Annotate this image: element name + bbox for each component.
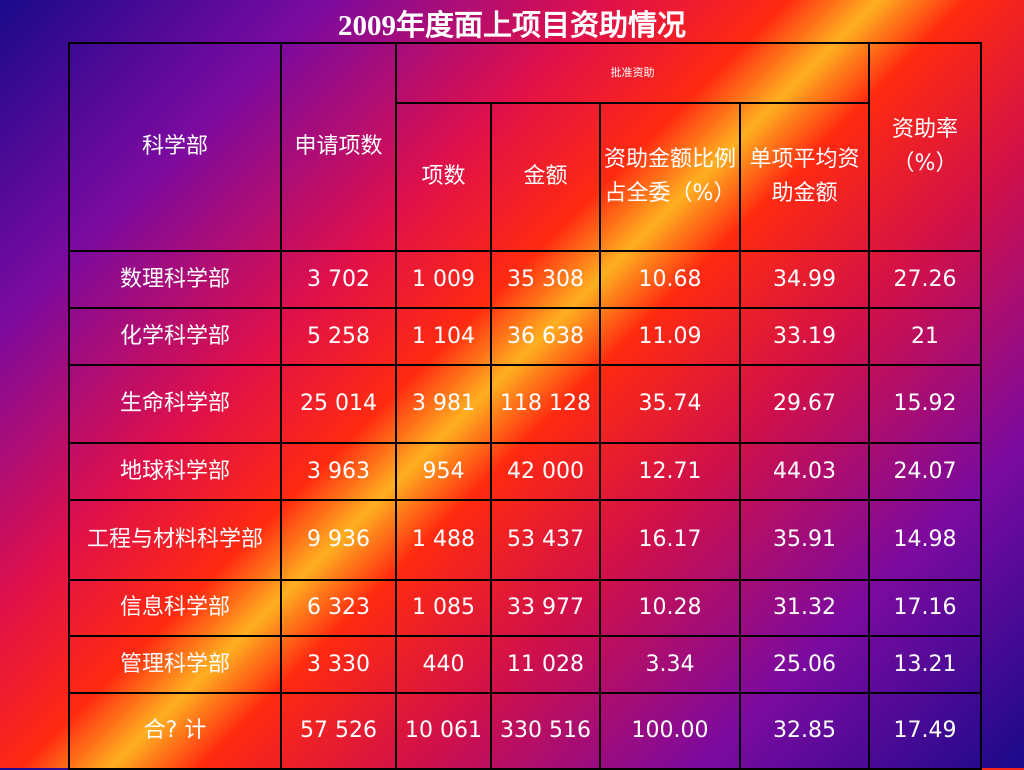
cell-applications: 6 323 [280,579,397,637]
header-share: 资助金额比例占全委（%） [599,102,741,252]
header-approved-count: 项数 [395,102,492,252]
cell-avg-amount: 31.32 [739,579,870,637]
cell-share: 16.17 [599,499,741,581]
cell-amount: 53 437 [490,499,601,581]
table-row: 生命科学部 25 014 3 981 118 128 35.74 29.67 1… [68,364,982,444]
cell-applications: 9 936 [280,499,397,581]
cell-approved-count: 1 488 [395,499,492,581]
cell-share: 11.09 [599,307,741,366]
cell-approved-count: 1 085 [395,579,492,637]
cell-share: 10.28 [599,579,741,637]
cell-applications: 57 526 [280,692,397,770]
cell-amount: 118 128 [490,364,601,444]
cell-avg-amount: 34.99 [739,250,870,309]
cell-amount: 11 028 [490,635,601,694]
table-row: 化学科学部 5 258 1 104 36 638 11.09 33.19 21 [68,307,982,366]
cell-amount: 330 516 [490,692,601,770]
cell-approved-count: 440 [395,635,492,694]
cell-rate: 27.26 [868,250,982,309]
cell-department: 生命科学部 [68,364,282,444]
cell-amount: 35 308 [490,250,601,309]
table-row: 信息科学部 6 323 1 085 33 977 10.28 31.32 17.… [68,579,982,637]
table-row: 管理科学部 3 330 440 11 028 3.34 25.06 13.21 [68,635,982,694]
table-row: 数理科学部 3 702 1 009 35 308 10.68 34.99 27.… [68,250,982,309]
page-title: 2009年度面上项目资助情况 [337,10,686,42]
cell-department: 化学科学部 [68,307,282,366]
cell-approved-count: 1 104 [395,307,492,366]
cell-share: 10.68 [599,250,741,309]
cell-rate: 14.98 [868,499,982,581]
table-row-total: 合? 计 57 526 10 061 330 516 100.00 32.85 … [68,692,982,770]
cell-avg-amount: 32.85 [739,692,870,770]
cell-applications: 3 702 [280,250,397,309]
cell-applications: 5 258 [280,307,397,366]
cell-department: 地球科学部 [68,442,282,501]
header-amount: 金额 [490,102,601,252]
cell-avg-amount: 33.19 [739,307,870,366]
cell-share: 12.71 [599,442,741,501]
cell-amount: 33 977 [490,579,601,637]
cell-avg-amount: 25.06 [739,635,870,694]
cell-department: 数理科学部 [68,250,282,309]
header-applications: 申请项数 [280,42,397,252]
cell-amount: 36 638 [490,307,601,366]
cell-approved-count: 954 [395,442,492,501]
cell-rate: 15.92 [868,364,982,444]
cell-applications: 3 330 [280,635,397,694]
cell-approved-count: 10 061 [395,692,492,770]
cell-department: 管理科学部 [68,635,282,694]
table-row: 工程与材料科学部 9 936 1 488 53 437 16.17 35.91 … [68,499,982,581]
funding-table: 科学部 申请项数 批准资助 资助率（%） 项数 金额 资助金额比例占全委（%） … [68,42,982,770]
cell-avg-amount: 29.67 [739,364,870,444]
cell-applications: 3 963 [280,442,397,501]
cell-department: 工程与材料科学部 [68,499,282,581]
cell-applications: 25 014 [280,364,397,444]
cell-rate: 21 [868,307,982,366]
cell-department: 信息科学部 [68,579,282,637]
cell-rate: 17.49 [868,692,982,770]
cell-share: 100.00 [599,692,741,770]
table-row: 地球科学部 3 963 954 42 000 12.71 44.03 24.07 [68,442,982,501]
cell-share: 35.74 [599,364,741,444]
cell-approved-count: 3 981 [395,364,492,444]
cell-avg-amount: 35.91 [739,499,870,581]
cell-avg-amount: 44.03 [739,442,870,501]
cell-rate: 17.16 [868,579,982,637]
cell-rate: 13.21 [868,635,982,694]
cell-share: 3.34 [599,635,741,694]
header-department: 科学部 [68,42,282,252]
cell-department: 合? 计 [68,692,282,770]
header-avg-amount: 单项平均资助金额 [739,102,870,252]
header-approved-group: 批准资助 [395,42,870,104]
header-rate: 资助率（%） [868,42,982,252]
cell-rate: 24.07 [868,442,982,501]
cell-approved-count: 1 009 [395,250,492,309]
cell-amount: 42 000 [490,442,601,501]
